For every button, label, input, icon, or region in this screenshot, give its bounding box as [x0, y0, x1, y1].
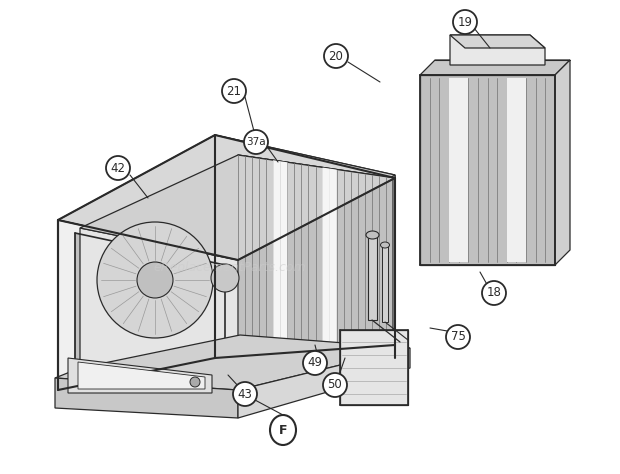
Polygon shape: [78, 362, 205, 389]
Circle shape: [323, 373, 347, 397]
Text: eReplacementParts.com: eReplacementParts.com: [154, 262, 306, 274]
Polygon shape: [322, 167, 330, 355]
Text: 18: 18: [487, 286, 502, 300]
Polygon shape: [238, 348, 410, 418]
Polygon shape: [420, 60, 570, 75]
Polygon shape: [280, 161, 287, 355]
Polygon shape: [449, 78, 459, 262]
Circle shape: [137, 262, 173, 298]
Ellipse shape: [366, 231, 379, 239]
Polygon shape: [516, 78, 526, 262]
Polygon shape: [450, 35, 545, 48]
Circle shape: [97, 222, 213, 338]
Circle shape: [222, 79, 246, 103]
Polygon shape: [507, 78, 516, 262]
Text: 37a: 37a: [246, 137, 266, 147]
Text: 42: 42: [110, 162, 125, 174]
Polygon shape: [58, 220, 238, 390]
Polygon shape: [80, 155, 395, 260]
Polygon shape: [340, 330, 408, 405]
Polygon shape: [382, 245, 388, 322]
Polygon shape: [368, 235, 377, 320]
Polygon shape: [58, 135, 395, 260]
Polygon shape: [238, 155, 393, 355]
Circle shape: [446, 325, 470, 349]
Circle shape: [244, 130, 268, 154]
Circle shape: [233, 382, 257, 406]
Polygon shape: [459, 78, 468, 262]
Polygon shape: [75, 233, 225, 375]
Text: 19: 19: [458, 16, 472, 28]
Polygon shape: [450, 35, 545, 65]
Text: 20: 20: [329, 49, 343, 63]
Circle shape: [211, 264, 239, 292]
Circle shape: [190, 377, 200, 387]
Circle shape: [303, 351, 327, 375]
Text: 75: 75: [451, 330, 466, 344]
Polygon shape: [555, 60, 570, 265]
Ellipse shape: [270, 415, 296, 445]
Polygon shape: [68, 358, 212, 393]
Circle shape: [324, 44, 348, 68]
Text: 21: 21: [226, 84, 242, 98]
Circle shape: [482, 281, 506, 305]
Polygon shape: [330, 169, 337, 355]
Polygon shape: [238, 175, 395, 390]
Polygon shape: [55, 335, 410, 390]
Text: 43: 43: [237, 388, 252, 401]
Polygon shape: [215, 135, 395, 240]
Circle shape: [106, 156, 130, 180]
Polygon shape: [420, 75, 555, 265]
Ellipse shape: [381, 242, 389, 248]
Polygon shape: [55, 378, 238, 418]
Text: F: F: [279, 423, 287, 437]
Text: 50: 50: [327, 379, 342, 392]
Polygon shape: [273, 160, 280, 355]
Circle shape: [453, 10, 477, 34]
Polygon shape: [80, 228, 238, 365]
Text: 49: 49: [308, 356, 322, 370]
Polygon shape: [238, 155, 395, 355]
